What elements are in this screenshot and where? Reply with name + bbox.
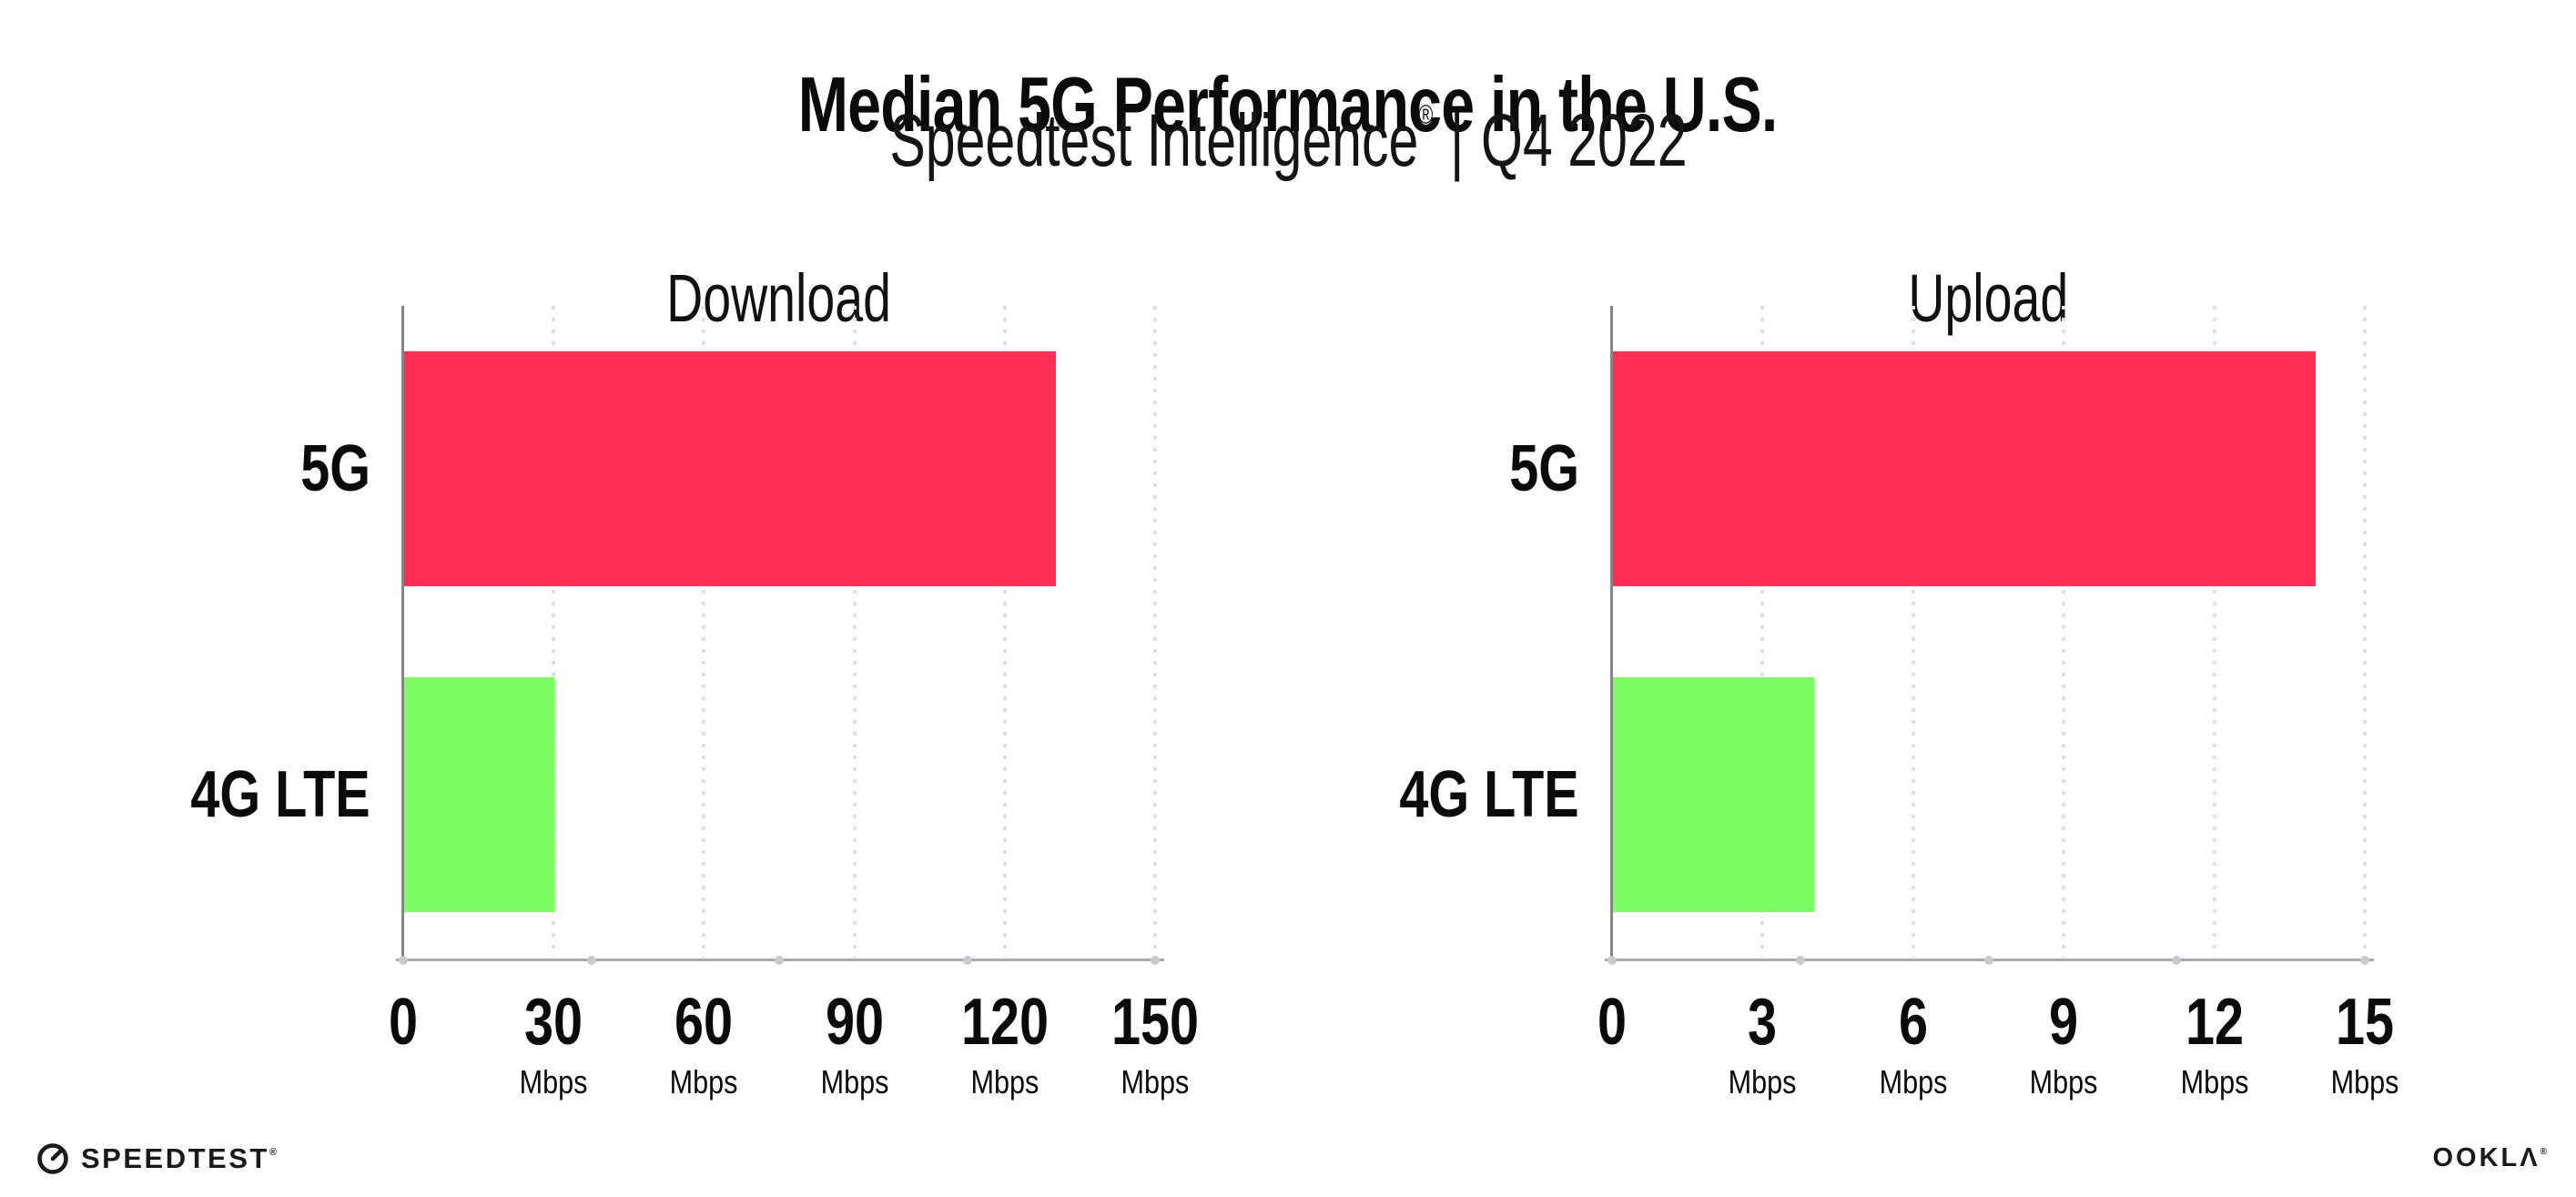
speedtest-logo: SPEEDTEST® <box>36 1142 277 1175</box>
bar-5g-upload <box>1613 351 2316 586</box>
bar-4g-lte-upload <box>1613 677 1814 912</box>
tick-0: 0 <box>1597 986 1628 1059</box>
speedtest-gauge-icon <box>36 1142 69 1175</box>
x-axis-ticks: 0 3 Mbps 6 Mbps 9 Mbps 12 Mbps 15 Mbps <box>1597 985 2399 1149</box>
tick-30: 30 Mbps <box>519 986 588 1101</box>
ookla-wordmark: OOKLΛ <box>2432 1143 2541 1172</box>
category-label-4g-lte: 4G LTE <box>190 758 370 831</box>
bar-4g-lte-download <box>404 677 555 912</box>
page-title: Median 5G Performance in the U.S. <box>798 61 1779 148</box>
gridline <box>1002 306 1007 958</box>
tick-0: 0 <box>388 986 419 1059</box>
subtitle: Speedtest Intelligence® | Q4 2022 <box>0 98 2576 184</box>
axis-tick-dot <box>775 956 784 965</box>
axis-tick-dot <box>1607 956 1617 965</box>
tick-9: 9 Mbps <box>2029 986 2098 1101</box>
registered-mark: ® <box>269 1147 277 1158</box>
gridline <box>702 306 706 958</box>
gridline <box>852 306 857 958</box>
bar-5g-download <box>404 351 1056 586</box>
axis-tick-dot <box>1795 956 1805 965</box>
axis-tick-dot <box>1983 956 1993 965</box>
tick-120: 120 Mbps <box>960 986 1049 1101</box>
axis-tick-dot <box>399 956 408 965</box>
gridline <box>2062 306 2066 958</box>
gridline <box>552 306 556 958</box>
gridline <box>1760 306 1765 958</box>
tick-12: 12 Mbps <box>2180 986 2249 1101</box>
registered-mark: ® <box>2540 1147 2547 1157</box>
gridline <box>2363 306 2367 958</box>
download-chart: Download 5G 4G LTE 0 30 Mbps 60 <box>191 260 1199 1101</box>
axis-tick-dot <box>586 956 596 965</box>
tick-150: 150 Mbps <box>1111 986 1200 1101</box>
axis-tick-dot <box>962 956 972 965</box>
tick-60: 60 Mbps <box>669 986 738 1101</box>
subtitle-separator: | <box>1449 99 1464 182</box>
tick-90: 90 Mbps <box>820 986 889 1101</box>
x-axis-ticks: 0 30 Mbps 60 Mbps 90 Mbps 120 Mbps 150 M… <box>389 985 1199 1149</box>
axis-tick-dot <box>2172 956 2182 965</box>
axis-tick-dot <box>1151 956 1160 965</box>
category-label-4g-lte: 4G LTE <box>1399 758 1579 831</box>
y-axis <box>1610 306 1613 959</box>
ookla-logo: OOKLΛ® <box>2433 1143 2548 1173</box>
registered-mark: ® <box>1417 100 1433 130</box>
tick-6: 6 Mbps <box>1879 986 1948 1101</box>
subtitle-brand: Speedtest Intelligence <box>888 99 1418 182</box>
axis-tick-dot <box>2360 956 2369 965</box>
gridline <box>1153 306 1157 958</box>
tick-15: 15 Mbps <box>2330 986 2399 1101</box>
download-chart-title: Download <box>666 260 892 337</box>
tick-3: 3 Mbps <box>1728 986 1797 1101</box>
category-label-5g: 5G <box>300 432 370 505</box>
category-label-5g: 5G <box>1509 432 1579 505</box>
gridline <box>1911 306 1915 958</box>
speedtest-wordmark: SPEEDTEST® <box>81 1142 277 1174</box>
subtitle-period: Q4 2022 <box>1480 99 1688 182</box>
gridline <box>2212 306 2216 958</box>
upload-chart-title: Upload <box>1908 260 2069 337</box>
upload-chart: Upload 5G 4G LTE 0 3 Mbps 6 <box>1400 260 2399 1101</box>
y-axis <box>401 306 404 959</box>
